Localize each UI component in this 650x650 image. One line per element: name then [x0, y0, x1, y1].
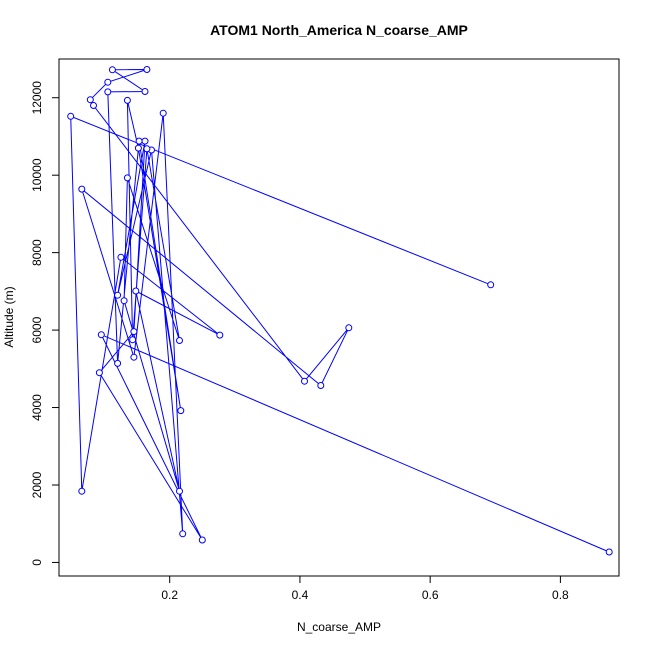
y-tick-label: 8000 — [30, 239, 44, 266]
data-point — [135, 137, 143, 145]
series-line — [70, 69, 610, 553]
y-axis: 0 2000 4000 6000 8000 10000 12000 — [30, 81, 60, 566]
data-point — [176, 487, 183, 495]
data-point — [301, 377, 308, 385]
data-point — [108, 66, 116, 74]
data-point — [114, 291, 122, 299]
data-point — [97, 331, 105, 339]
y-tick-label: 6000 — [30, 316, 44, 343]
data-point — [130, 353, 138, 361]
chart-title: ATOM1 North_America N_coarse_AMP — [210, 22, 468, 38]
x-axis-label: N_coarse_AMP — [297, 620, 381, 634]
data-point — [317, 382, 325, 389]
data-point — [487, 281, 495, 289]
y-tick-label: 4000 — [30, 394, 44, 421]
y-tick-label: 10000 — [30, 158, 44, 192]
data-point — [345, 324, 353, 332]
data-point — [177, 407, 185, 415]
data-point — [198, 536, 206, 544]
data-point — [117, 253, 125, 261]
x-tick-label: 0.8 — [552, 588, 569, 602]
data-point — [104, 78, 112, 86]
data-point — [78, 487, 86, 495]
y-tick-label: 12000 — [30, 81, 44, 115]
data-point — [216, 331, 224, 339]
data-point — [159, 109, 167, 117]
data-point — [123, 96, 131, 104]
data-point — [143, 66, 151, 73]
data-point — [86, 96, 94, 104]
data-point — [67, 112, 75, 120]
data-point — [132, 287, 140, 295]
data-point — [123, 174, 131, 182]
plot-frame — [58, 58, 620, 577]
x-tick-label: 0.2 — [161, 588, 178, 602]
data-point — [179, 530, 187, 538]
data-point — [129, 336, 137, 344]
y-axis-label: Altitude (m) — [2, 286, 16, 347]
data-point — [95, 369, 103, 377]
data-point — [134, 144, 142, 152]
data-point — [176, 337, 183, 344]
data-point — [141, 88, 149, 95]
data-point — [104, 88, 112, 96]
data-point — [120, 297, 128, 305]
x-tick-label: 0.4 — [292, 588, 309, 602]
x-tick-label: 0.6 — [422, 588, 439, 602]
data-point — [78, 185, 86, 193]
data-point — [143, 145, 151, 153]
y-tick-label: 0 — [30, 559, 44, 566]
x-axis: 0.2 0.4 0.6 0.8 — [161, 575, 569, 602]
data-point — [141, 137, 149, 145]
data-point — [605, 548, 613, 556]
y-tick-label: 2000 — [30, 471, 44, 498]
data-point — [90, 102, 97, 109]
data-point — [114, 359, 122, 367]
data-point — [130, 328, 138, 336]
series-layer — [67, 66, 613, 556]
